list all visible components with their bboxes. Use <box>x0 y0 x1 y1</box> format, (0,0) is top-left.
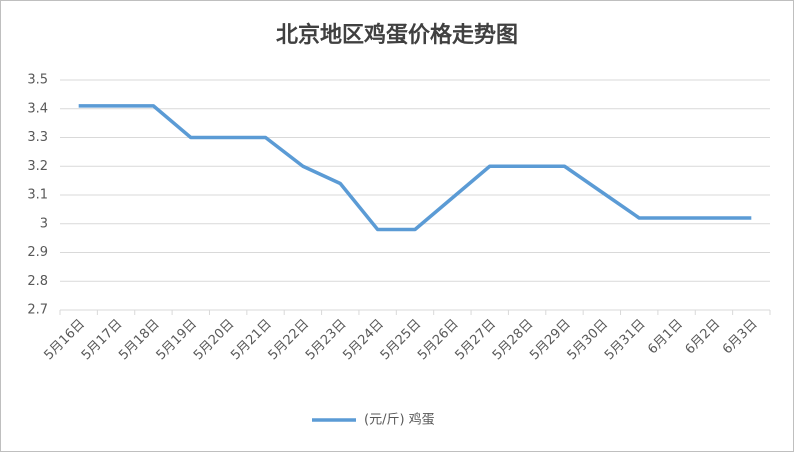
y-tick-label: 2.8 <box>27 274 48 289</box>
y-tick-label: 3 <box>40 216 48 231</box>
y-tick-label: 3.1 <box>27 188 48 203</box>
y-tick-label: 2.7 <box>27 303 48 318</box>
y-tick-label: 3.4 <box>27 101 48 116</box>
line <box>78 104 752 232</box>
chart-title: 北京地区鸡蛋价格走势图 <box>276 22 518 48</box>
y-tick-label: 3.5 <box>27 73 48 88</box>
y-tick-label: 3.3 <box>27 130 48 145</box>
y-tick-label: 3.2 <box>27 159 48 174</box>
y-tick-label: 2.9 <box>27 245 48 260</box>
legend-label: (元/斤) 鸡蛋 <box>364 412 435 428</box>
